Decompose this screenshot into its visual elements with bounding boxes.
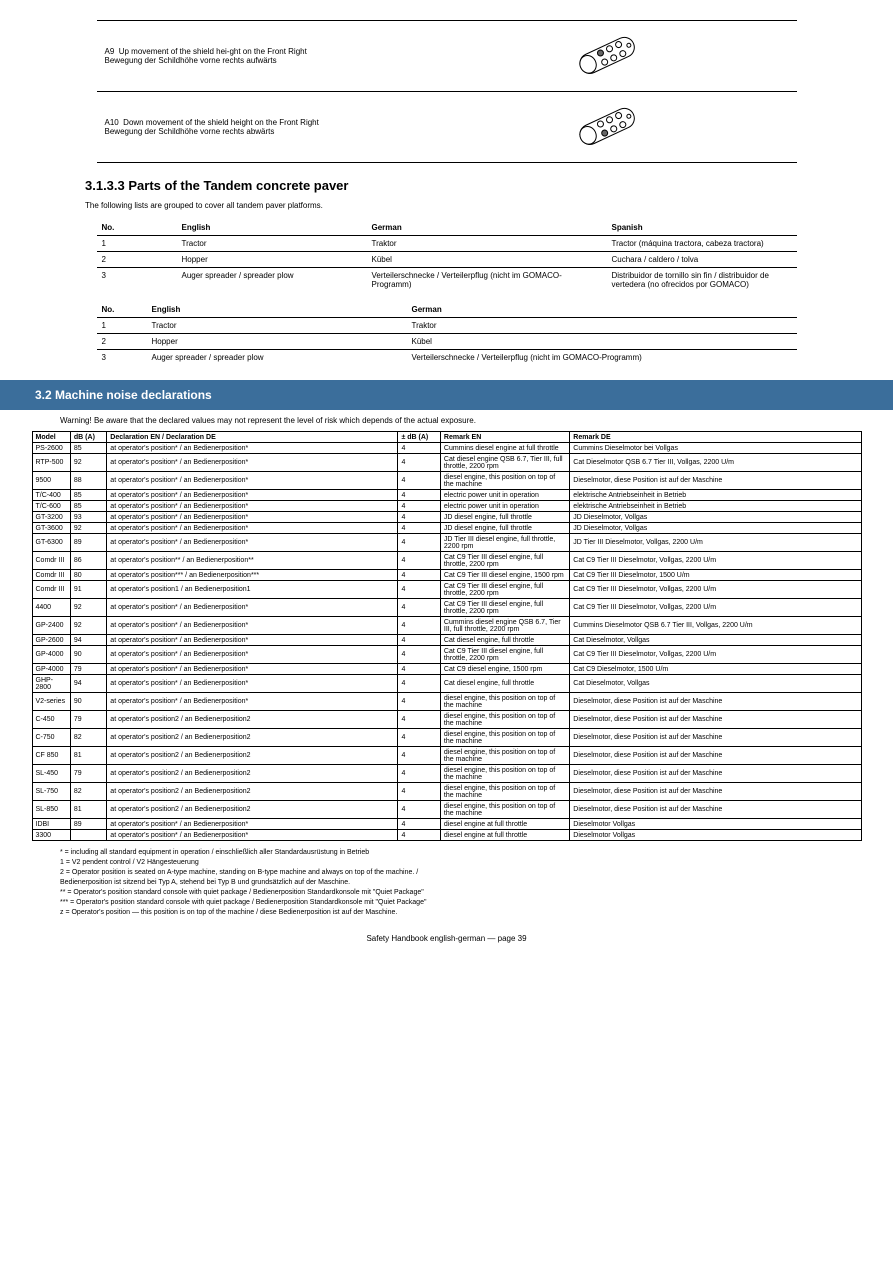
noise-row: IDBI89at operator's position* / an Bedie… — [32, 819, 861, 830]
parts-intro: The following lists are grouped to cover… — [85, 201, 863, 210]
parts2-row: 1TractorTraktor — [97, 318, 797, 334]
noise-row: C-75082at operator's position2 / an Bedi… — [32, 729, 861, 747]
parts-section-title: 3.1.3.3 Parts of the Tandem concrete pav… — [85, 178, 863, 193]
noise-row: T/C-60085at operator's position* / an Be… — [32, 501, 861, 512]
parts-row: 2HopperKübelCuchara / caldero / tolva — [97, 252, 797, 268]
foot-l4: Bedienerposition ist sitzend bei Typ A, … — [60, 879, 833, 886]
noise-row: Comdr III86at operator's position** / an… — [32, 552, 861, 570]
noise-row: GHP-280094at operator's position* / an B… — [32, 675, 861, 693]
parts2-head-en: English — [147, 302, 407, 318]
noise-row: C-45079at operator's position2 / an Bedi… — [32, 711, 861, 729]
noise-row: Comdr III91at operator's position1 / an … — [32, 581, 861, 599]
page-footer: Safety Handbook english-german — page 39 — [30, 934, 863, 943]
noise-row: GP-400090at operator's position* / an Be… — [32, 646, 861, 664]
parts2-row: 3Auger spreader / spreader plowVerteiler… — [97, 350, 797, 366]
parts-head-no: No. — [97, 220, 177, 236]
parts2-row: 2HopperKübel — [97, 334, 797, 350]
parts-row: 1TractorTraktorTractor (máquina tractora… — [97, 236, 797, 252]
parts-row: 3Auger spreader / spreader plowVerteiler… — [97, 268, 797, 293]
noise-row: T/C-40085at operator's position* / an Be… — [32, 490, 861, 501]
foot-l1: * = including all standard equipment in … — [60, 849, 833, 856]
noise-row: GT-360092at operator's position* / an Be… — [32, 523, 861, 534]
remote-row: A9 Up movement of the shield hei-ght on … — [97, 21, 797, 92]
noise-row: SL-85081at operator's position2 / an Bed… — [32, 801, 861, 819]
foot-l2: 1 = V2 pendent control / V2 Hängesteueru… — [60, 859, 833, 866]
noise-row: GP-260094at operator's position* / an Be… — [32, 635, 861, 646]
noise-row: SL-75082at operator's position2 / an Bed… — [32, 783, 861, 801]
foot-l7: z = Operator's position — this position … — [60, 909, 833, 916]
footnotes: * = including all standard equipment in … — [60, 849, 833, 916]
noise-head-db: dB (A) — [70, 432, 106, 443]
noise-row: SL-45079at operator's position2 / an Bed… — [32, 765, 861, 783]
remote-row: A10 Down movement of the shield height o… — [97, 92, 797, 163]
parts-table-quad: No. English German Spanish 1TractorTrakt… — [97, 220, 797, 292]
noise-row: PS-260085at operator's position* / an Be… — [32, 443, 861, 454]
warning-text: Warning! Be aware that the declared valu… — [60, 416, 863, 425]
noise-row: GT-630089at operator's position* / an Be… — [32, 534, 861, 552]
parts-head-en: English — [177, 220, 367, 236]
noise-head-model: Model — [32, 432, 70, 443]
noise-row: Comdr III80at operator's position*** / a… — [32, 570, 861, 581]
parts-head-de: German — [367, 220, 607, 236]
noise-row: 440092at operator's position* / an Bedie… — [32, 599, 861, 617]
foot-l5: ** = Operator's position standard consol… — [60, 889, 833, 896]
noise-row: GP-240092at operator's position* / an Be… — [32, 617, 861, 635]
foot-l3: 2 = Operator position is seated on A-typ… — [60, 869, 833, 876]
noise-row: RTP-50092at operator's position* / an Be… — [32, 454, 861, 472]
noise-head-declaration: Declaration — [110, 434, 150, 441]
remote-icon — [558, 102, 658, 150]
noise-row: GP-400079at operator's position* / an Be… — [32, 664, 861, 675]
parts2-head-de: German — [407, 302, 797, 318]
noise-head-rem-en: Remark EN — [440, 432, 569, 443]
section-title-bar: 3.2 Machine noise declarations — [0, 380, 893, 410]
noise-head-rem-de: Remark DE — [570, 432, 861, 443]
noise-row: 950088at operator's position* / an Bedie… — [32, 472, 861, 490]
noise-row: V2-series90at operator's position* / an … — [32, 693, 861, 711]
noise-row: GT-320093at operator's position* / an Be… — [32, 512, 861, 523]
parts2-head-no: No. — [97, 302, 147, 318]
noise-row: 3300at operator's position* / an Bediene… — [32, 830, 861, 841]
noise-declarations-table: Model dB (A) Declaration EN / Declaratio… — [32, 431, 862, 841]
remote-icon — [558, 31, 658, 79]
parts-head-es: Spanish — [607, 220, 797, 236]
noise-row: CF 85081at operator's position2 / an Bed… — [32, 747, 861, 765]
parts-table-tri: No. English German 1TractorTraktor2Hoppe… — [97, 302, 797, 365]
noise-head-unc: ± dB (A) — [398, 432, 440, 443]
foot-l6: *** = Operator's position standard conso… — [60, 899, 833, 906]
remote-table: A9 Up movement of the shield hei-ght on … — [97, 20, 797, 163]
